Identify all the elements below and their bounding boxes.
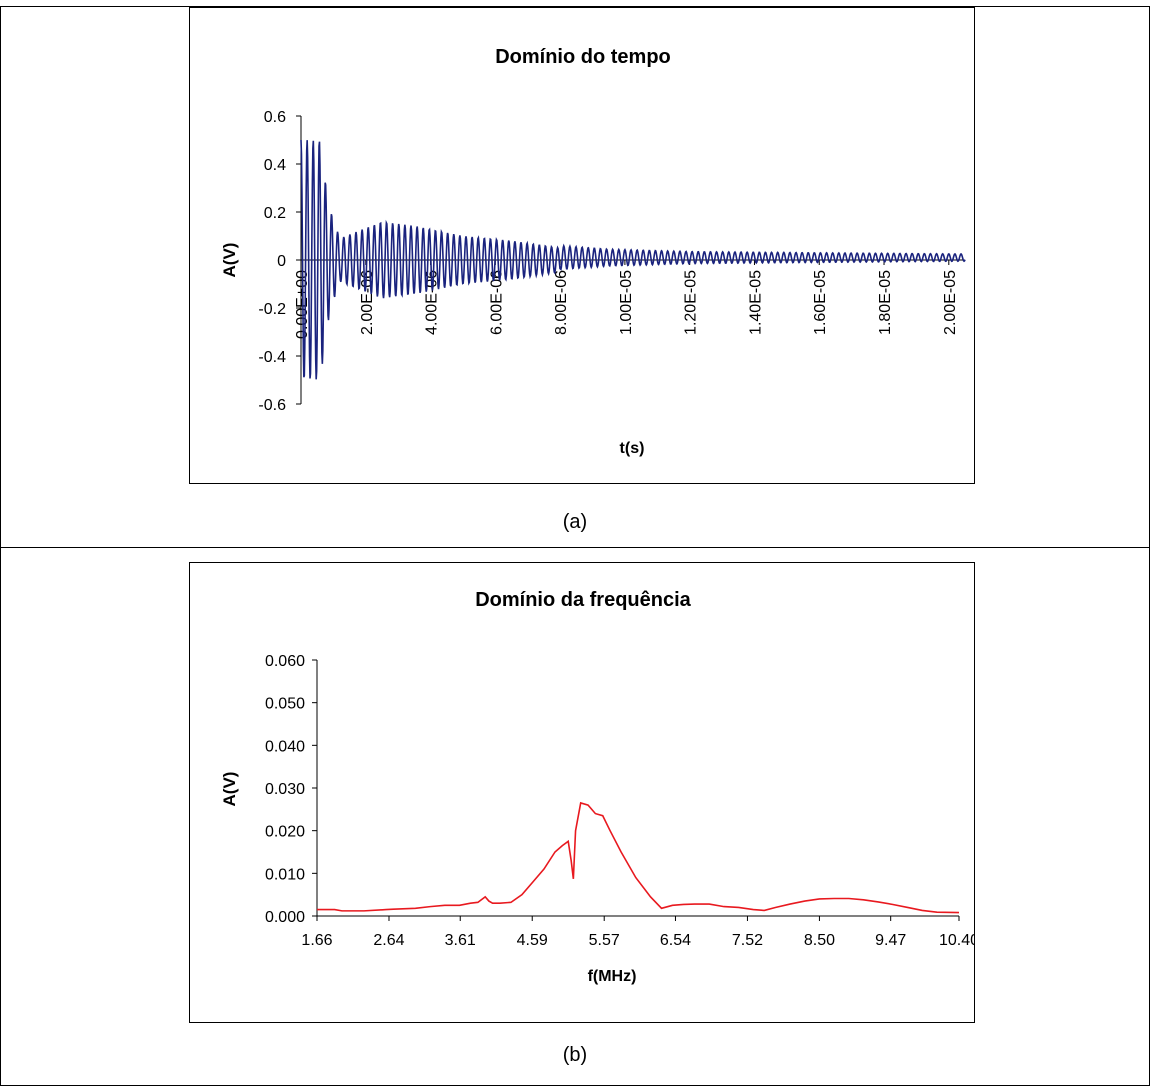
y-tick-label: 0.040 bbox=[265, 738, 305, 755]
x-tick-label: 1.40E-05 bbox=[747, 270, 764, 335]
y-tick-label: 0 bbox=[277, 253, 286, 270]
x-tick-label: 8.50 bbox=[804, 932, 835, 949]
frequency-domain-plot: Domínio da frequência A(V) f(MHz) 0.060 0.05… bbox=[220, 589, 974, 985]
x-tick-label: 7.52 bbox=[732, 932, 763, 949]
y-tick-label: -0.6 bbox=[258, 397, 286, 414]
x-tick-label: 1.00E-05 bbox=[618, 270, 635, 335]
y-tick-label: 0.6 bbox=[264, 109, 286, 126]
x-tick-label: 4.00E-06 bbox=[424, 270, 441, 335]
x-tick-label: 1.20E-05 bbox=[683, 270, 700, 335]
x-tick-label: 1.80E-05 bbox=[877, 270, 894, 335]
time-domain-plot: Domínio do tempo A(V) t(s) 0.6 0.4 0.2 0 -0.2 -0… bbox=[220, 46, 966, 457]
x-tick-label: 2.00E-05 bbox=[942, 270, 959, 335]
y-tick-label: 0.060 bbox=[265, 653, 305, 670]
caption-b: (b) bbox=[562, 1044, 588, 1066]
y-tick-label: 0.050 bbox=[265, 696, 305, 713]
panel-a: Domínio do tempo A(V) t(s) 0.6 0.4 0.2 0 -0.2 -0… bbox=[0, 6, 1150, 548]
y-tick-label: -0.2 bbox=[258, 301, 286, 318]
y-tick-label: 0.030 bbox=[265, 781, 305, 798]
panel-b: Domínio da frequência A(V) f(MHz) 0.060 0.05… bbox=[0, 548, 1150, 1086]
x-tick-label: 3.61 bbox=[445, 932, 476, 949]
series-line-amplitude bbox=[300, 139, 966, 380]
y-tick-label: 0.4 bbox=[264, 157, 286, 174]
x-tick-label: 2.64 bbox=[373, 932, 404, 949]
y-axis-label: A(V) bbox=[220, 243, 239, 278]
x-tick-label: 6.00E-06 bbox=[488, 270, 505, 335]
time-domain-chart: Domínio do tempo A(V) t(s) 0.6 0.4 0.2 0 -0.2 -0… bbox=[189, 7, 975, 484]
y-tick-label: -0.4 bbox=[258, 349, 286, 366]
x-axis-label: f(MHz) bbox=[588, 968, 637, 985]
x-tick-label: 5.57 bbox=[589, 932, 620, 949]
y-tick-label: 0.000 bbox=[265, 909, 305, 926]
x-tick-label: 1.60E-05 bbox=[812, 270, 829, 335]
y-axis-label: A(V) bbox=[220, 772, 239, 807]
x-tick-label: 9.47 bbox=[875, 932, 906, 949]
y-tick-label: 0.010 bbox=[265, 866, 305, 883]
frequency-domain-chart: Domínio da frequência A(V) f(MHz) 0.060 0.05… bbox=[189, 562, 975, 1023]
chart-title: Domínio da frequência bbox=[475, 589, 691, 611]
caption-a: (a) bbox=[562, 511, 588, 533]
x-tick-label: 1.66 bbox=[301, 932, 332, 949]
y-tick-label: 0.020 bbox=[265, 824, 305, 841]
series-line-spectrum bbox=[317, 801, 960, 914]
x-tick-label: 2.00E-06 bbox=[359, 270, 376, 335]
x-tick-label: 6.54 bbox=[660, 932, 691, 949]
x-tick-label: 4.59 bbox=[517, 932, 548, 949]
x-axis-label: t(s) bbox=[620, 440, 645, 457]
y-tick-label: 0.2 bbox=[264, 205, 286, 222]
x-tick-label: 8.00E-06 bbox=[553, 270, 570, 335]
chart-title: Domínio do tempo bbox=[495, 46, 671, 68]
x-tick-label: 10.40 bbox=[939, 932, 974, 949]
